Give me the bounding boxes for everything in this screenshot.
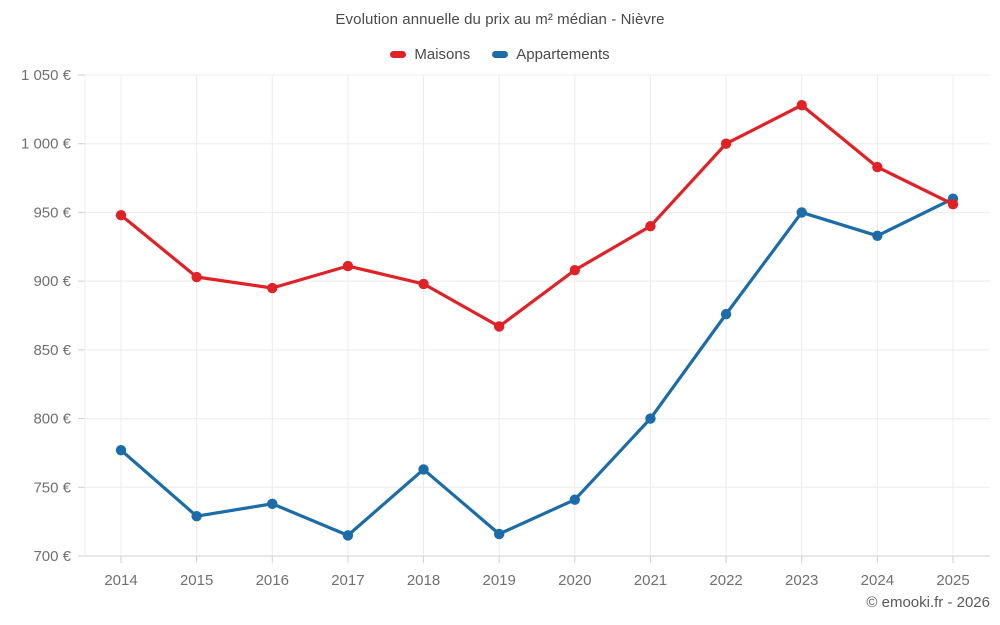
x-tick-label: 2018 bbox=[407, 572, 440, 589]
x-tick-label: 2024 bbox=[861, 572, 894, 589]
chart-legend: Maisons Appartements bbox=[0, 46, 1000, 63]
data-point-appartements-2024[interactable] bbox=[872, 230, 883, 241]
y-tick-label: 800 € bbox=[33, 411, 71, 428]
x-tick-label: 2022 bbox=[709, 572, 742, 589]
data-point-appartements-2018[interactable] bbox=[418, 464, 429, 475]
y-tick-label: 850 € bbox=[33, 342, 71, 359]
data-point-maisons-2014[interactable] bbox=[115, 209, 127, 221]
legend-label-appartements: Appartements bbox=[516, 46, 610, 63]
data-point-maisons-2025[interactable] bbox=[947, 198, 959, 210]
data-point-maisons-2016[interactable] bbox=[267, 282, 278, 294]
y-tick-label: 700 € bbox=[33, 548, 71, 565]
chart-title: Evolution annuelle du prix au m² médian … bbox=[335, 11, 665, 28]
data-point-appartements-2017[interactable] bbox=[342, 530, 354, 541]
data-point-maisons-2015[interactable] bbox=[191, 271, 202, 283]
data-point-appartements-2014[interactable] bbox=[115, 444, 127, 456]
series-line-maisons bbox=[119, 103, 955, 329]
data-point-appartements-2015[interactable] bbox=[191, 510, 202, 522]
data-point-maisons-2021[interactable] bbox=[645, 220, 656, 232]
copyright-attribution: © emooki.fr - 2026 bbox=[866, 594, 990, 611]
x-tick-label: 2015 bbox=[180, 572, 213, 589]
data-point-appartements-2021[interactable] bbox=[645, 413, 656, 424]
data-point-appartements-2020[interactable] bbox=[569, 494, 581, 505]
appartements-series-swatch bbox=[492, 51, 509, 58]
series-line-appartements bbox=[119, 197, 955, 537]
data-point-maisons-2024[interactable] bbox=[872, 161, 883, 173]
x-tick-label: 2021 bbox=[634, 572, 667, 589]
x-tick-label: 2019 bbox=[482, 572, 515, 589]
legend-item-maisons[interactable]: Maisons bbox=[390, 46, 470, 63]
data-point-appartements-2016[interactable] bbox=[267, 498, 278, 509]
data-point-maisons-2020[interactable] bbox=[569, 264, 581, 276]
y-tick-label: 950 € bbox=[33, 204, 71, 221]
data-point-maisons-2017[interactable] bbox=[342, 260, 354, 272]
y-tick-label: 1 000 € bbox=[21, 136, 72, 153]
data-point-appartements-2019[interactable] bbox=[493, 528, 505, 540]
x-tick-label: 2023 bbox=[785, 572, 818, 589]
x-tick-label: 2025 bbox=[936, 572, 969, 589]
legend-item-appartements[interactable]: Appartements bbox=[492, 46, 610, 63]
data-point-maisons-2022[interactable] bbox=[720, 138, 732, 149]
y-tick-label: 900 € bbox=[33, 273, 71, 290]
maisons-series-swatch bbox=[390, 51, 407, 58]
data-point-maisons-2018[interactable] bbox=[418, 278, 429, 290]
x-tick-label: 2014 bbox=[104, 572, 137, 589]
y-tick-label: 750 € bbox=[33, 479, 71, 496]
x-tick-label: 2020 bbox=[558, 572, 591, 589]
x-tick-label: 2017 bbox=[331, 572, 364, 589]
x-tick-label: 2016 bbox=[256, 572, 289, 589]
data-point-maisons-2019[interactable] bbox=[493, 321, 505, 332]
data-point-appartements-2023[interactable] bbox=[796, 207, 807, 218]
data-point-appartements-2022[interactable] bbox=[720, 308, 732, 320]
data-point-maisons-2023[interactable] bbox=[796, 100, 807, 111]
y-tick-label: 1 050 € bbox=[21, 67, 72, 84]
legend-label-maisons: Maisons bbox=[414, 46, 471, 63]
